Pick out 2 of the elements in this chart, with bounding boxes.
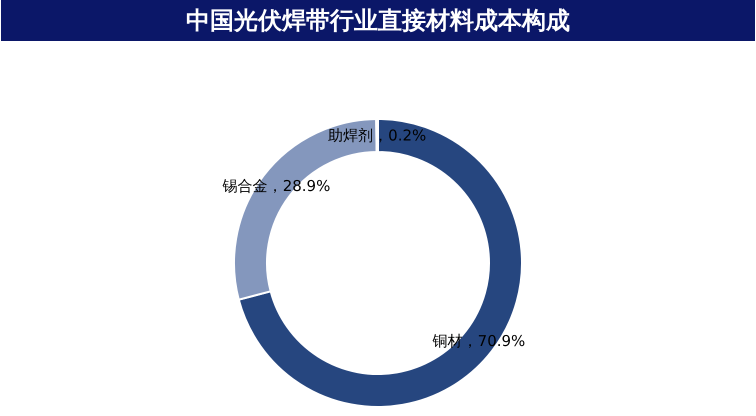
slice-label: 助焊剂，0.2% — [328, 126, 426, 145]
chart-title: 中国光伏焊带行业直接材料成本构成 — [186, 6, 570, 34]
